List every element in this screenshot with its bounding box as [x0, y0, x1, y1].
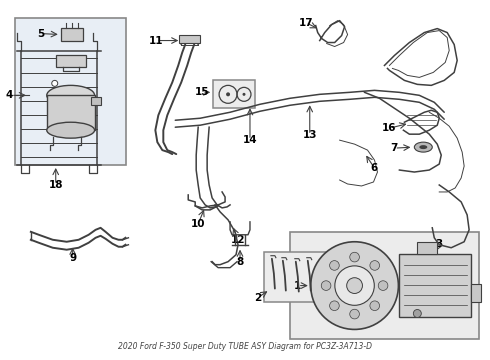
Text: 18: 18 [49, 180, 63, 190]
Bar [417, 242, 437, 254]
Text: 14: 14 [243, 135, 257, 145]
Circle shape [347, 278, 363, 293]
Text: 1: 1 [294, 280, 301, 291]
Bar [91, 97, 100, 105]
Text: 10: 10 [191, 219, 205, 229]
Circle shape [335, 266, 374, 305]
Circle shape [321, 281, 331, 291]
Text: 8: 8 [236, 257, 244, 267]
Text: 2: 2 [254, 293, 262, 302]
Circle shape [370, 261, 380, 270]
Circle shape [311, 242, 398, 329]
Ellipse shape [415, 142, 432, 152]
Circle shape [226, 92, 230, 96]
Bar [61, 28, 83, 41]
Bar [47, 95, 95, 130]
Ellipse shape [419, 145, 427, 149]
Circle shape [52, 80, 58, 86]
Text: 17: 17 [298, 18, 313, 28]
Bar [15, 18, 126, 165]
Text: 4: 4 [5, 90, 13, 100]
Text: 5: 5 [37, 28, 45, 39]
Bar [264, 252, 328, 302]
Text: 2020 Ford F-350 Super Duty TUBE ASY Diagram for PC3Z-3A713-D: 2020 Ford F-350 Super Duty TUBE ASY Diag… [118, 342, 372, 351]
Circle shape [243, 93, 245, 96]
Text: 6: 6 [371, 163, 378, 173]
Circle shape [378, 281, 388, 291]
Circle shape [330, 261, 339, 270]
Bar [399, 254, 471, 318]
Circle shape [370, 301, 380, 311]
Text: 12: 12 [231, 235, 245, 245]
Text: 9: 9 [69, 253, 76, 263]
Text: 7: 7 [391, 143, 398, 153]
Ellipse shape [47, 85, 95, 105]
Text: 15: 15 [195, 87, 209, 97]
Circle shape [350, 309, 359, 319]
Bar [179, 35, 200, 42]
Text: 3: 3 [436, 239, 443, 249]
Bar [290, 232, 479, 339]
Bar [471, 284, 481, 302]
Text: 16: 16 [382, 123, 397, 133]
Bar [56, 55, 86, 67]
Circle shape [414, 310, 421, 318]
Text: 13: 13 [302, 130, 317, 140]
Circle shape [330, 301, 339, 311]
Bar [213, 80, 255, 108]
Ellipse shape [47, 122, 95, 138]
Text: 11: 11 [149, 36, 164, 46]
Circle shape [350, 252, 359, 262]
